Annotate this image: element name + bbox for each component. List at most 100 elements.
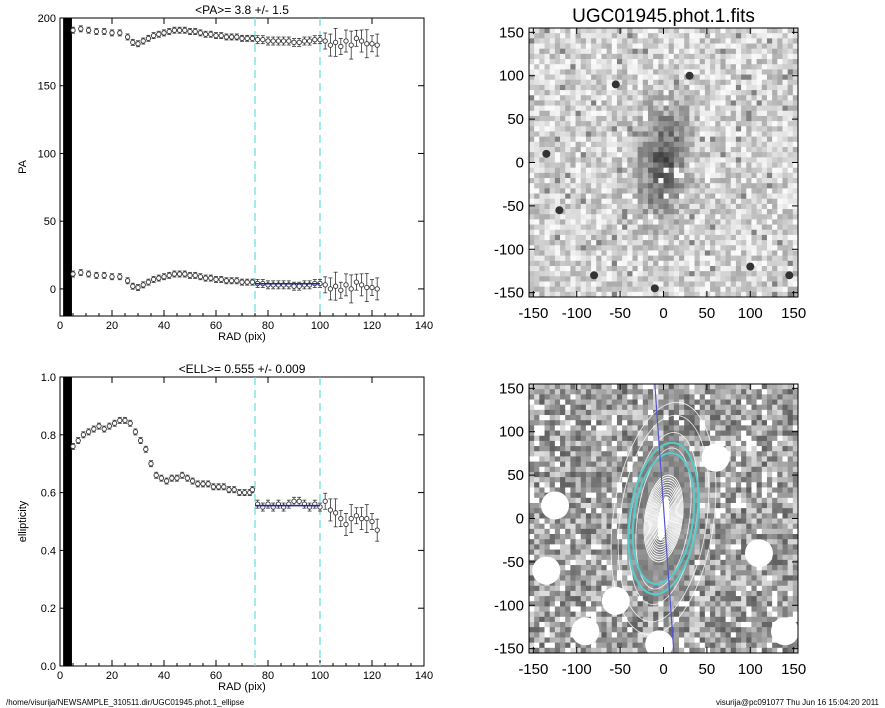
image-pixel	[725, 198, 732, 205]
image-pixel	[627, 271, 633, 277]
image-pixel	[792, 260, 799, 267]
image-pixel	[663, 420, 670, 426]
image-pixel	[596, 214, 602, 220]
image-pixel	[684, 265, 690, 272]
image-pixel	[637, 224, 644, 231]
image-pixel	[772, 291, 778, 298]
image-pixel	[596, 502, 602, 509]
image-pixel	[653, 64, 659, 70]
image-pixel	[575, 286, 582, 293]
image-pixel	[792, 43, 799, 50]
image-pixel	[699, 518, 706, 525]
image-pixel	[570, 497, 576, 504]
image-pixel	[534, 245, 540, 251]
image-pixel	[575, 446, 582, 452]
image-pixel	[694, 255, 701, 262]
image-pixel	[658, 209, 664, 215]
image-pixel	[741, 497, 747, 504]
image-pixel	[689, 100, 695, 106]
image-pixel	[777, 477, 783, 483]
image-pixel	[575, 482, 582, 488]
x-tick-label: 0	[659, 305, 667, 322]
data-point	[166, 272, 172, 279]
image-pixel	[622, 183, 628, 189]
image-pixel	[792, 265, 799, 272]
image-pixel	[663, 74, 670, 81]
image-pixel	[772, 141, 778, 148]
image-pixel	[741, 167, 747, 174]
image-pixel	[746, 110, 752, 117]
image-pixel	[761, 38, 768, 44]
image-pixel	[580, 265, 587, 272]
image-pixel	[570, 136, 576, 143]
image-pixel	[777, 188, 783, 194]
image-pixel	[565, 146, 571, 153]
image-pixel	[601, 38, 607, 44]
image-pixel	[710, 229, 716, 236]
image-pixel	[741, 203, 747, 210]
image-pixel	[694, 69, 701, 75]
image-pixel	[591, 435, 597, 442]
image-pixel	[715, 28, 721, 34]
image-pixel	[741, 502, 747, 509]
image-pixel	[653, 172, 659, 179]
image-pixel	[611, 38, 618, 44]
image-pixel	[772, 214, 778, 220]
image-pixel	[627, 131, 633, 138]
image-pixel	[772, 502, 778, 509]
image-pixel	[766, 157, 773, 163]
image-pixel	[575, 157, 582, 163]
image-pixel	[658, 224, 664, 231]
image-pixel	[761, 461, 768, 468]
image-pixel	[730, 229, 737, 236]
data-point	[218, 276, 224, 283]
image-pixel	[741, 389, 747, 395]
image-pixel	[699, 389, 706, 395]
image-pixel	[606, 389, 613, 395]
image-pixel	[549, 126, 556, 132]
image-pixel	[684, 53, 690, 60]
image-pixel	[658, 265, 664, 272]
image-pixel	[611, 74, 618, 81]
image-pixel	[616, 131, 623, 138]
image-pixel	[792, 497, 799, 504]
image-pixel	[704, 152, 711, 158]
image-pixel	[591, 234, 597, 241]
image-pixel	[560, 245, 566, 251]
image-pixel	[684, 64, 690, 70]
image-pixel	[601, 59, 607, 65]
image-pixel	[554, 265, 561, 272]
image-pixel	[761, 276, 768, 282]
image-pixel	[663, 394, 670, 400]
image-pixel	[772, 286, 778, 293]
image-pixel	[787, 435, 794, 442]
image-pixel	[642, 48, 649, 55]
image-pixel	[554, 100, 561, 106]
image-pixel	[591, 399, 597, 406]
image-pixel	[684, 394, 690, 400]
image-pixel	[684, 110, 690, 117]
image-pixel	[534, 291, 540, 298]
data-point	[205, 481, 211, 487]
image-pixel	[792, 440, 799, 447]
image-pixel	[720, 188, 726, 194]
image-pixel	[591, 497, 597, 504]
image-pixel	[606, 126, 613, 132]
image-pixel	[689, 265, 695, 272]
image-pixel	[544, 234, 551, 241]
image-pixel	[710, 425, 716, 431]
image-pixel	[782, 162, 789, 169]
image-pixel	[741, 461, 747, 468]
data-point	[353, 513, 360, 519]
image-pixel	[684, 172, 690, 179]
image-pixel	[761, 286, 768, 293]
data-point	[189, 478, 196, 484]
image-pixel	[756, 482, 763, 488]
image-pixel	[642, 389, 649, 395]
image-pixel	[539, 53, 545, 60]
image-pixel	[730, 183, 737, 189]
image-pixel	[622, 502, 628, 509]
image-pixel	[544, 33, 551, 39]
image-pixel	[575, 440, 582, 447]
image-pixel	[679, 291, 685, 298]
